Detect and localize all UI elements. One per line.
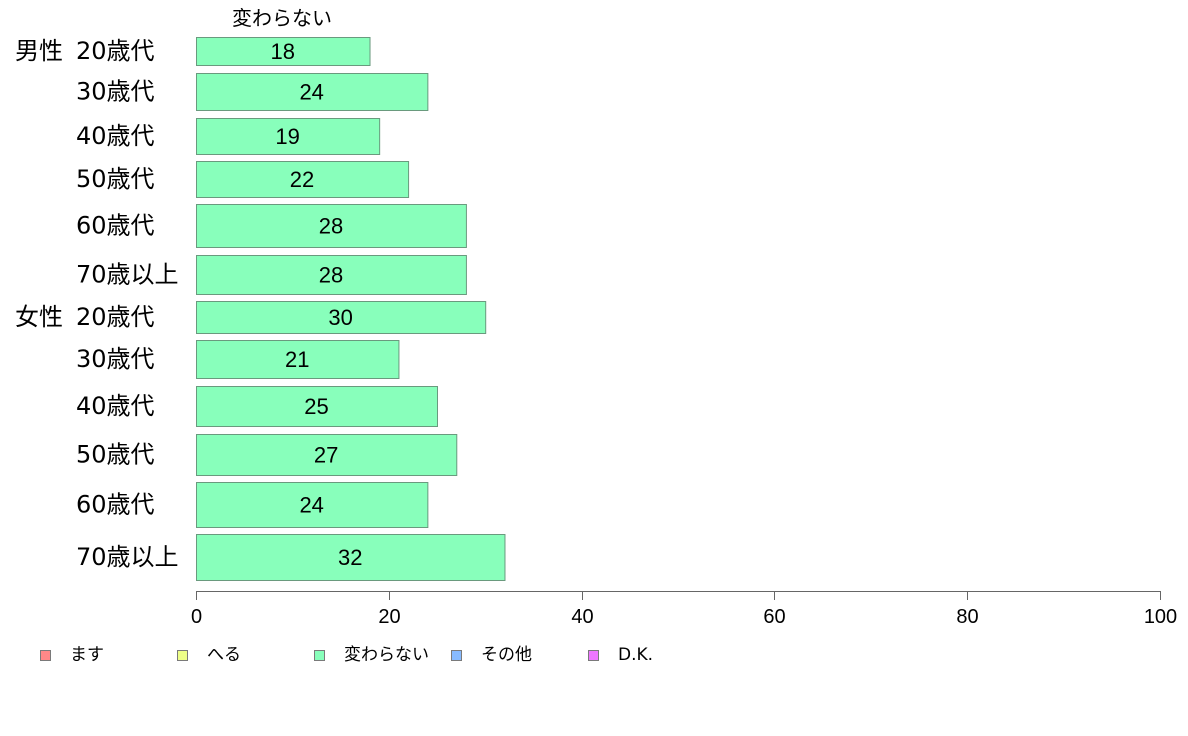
data-label: 22 [290, 167, 314, 192]
legend-label: ます [70, 645, 104, 665]
category-label: 60歳代 [76, 212, 155, 240]
legend-item-sonota: その他 [451, 645, 532, 665]
data-label: 32 [338, 545, 362, 570]
bar [196, 73, 429, 111]
legend-item-kawaranai: 変わらない [314, 645, 429, 665]
data-label: 30 [328, 305, 352, 330]
category-label: 20歳代 [76, 303, 155, 331]
category-label: 70歳以上 [76, 261, 179, 289]
bar [196, 204, 467, 248]
bar [196, 118, 381, 155]
x-tick-label: 0 [191, 606, 202, 628]
legend-swatch [40, 649, 51, 661]
legend-label: へる [207, 645, 241, 665]
data-label: 28 [319, 263, 343, 288]
data-label: 19 [275, 124, 299, 149]
x-tick-label: 40 [571, 606, 593, 628]
data-label: 28 [319, 214, 343, 239]
bar [196, 301, 487, 334]
category-label: 40歳代 [76, 392, 155, 420]
data-label: 21 [285, 347, 309, 372]
bar [196, 534, 506, 581]
group-label: 男性 [15, 37, 63, 65]
series-label: 変わらない [232, 6, 332, 30]
data-label: 18 [271, 39, 295, 64]
category-label: 40歳代 [76, 122, 155, 150]
bar [196, 161, 410, 198]
category-label: 60歳代 [76, 491, 155, 519]
legend-swatch [588, 649, 599, 661]
x-axis: 0 20 40 60 80 100 [191, 591, 1177, 628]
x-tick-label: 80 [956, 606, 978, 628]
bar [196, 37, 371, 66]
legend-item-dk: D.K. [588, 645, 653, 665]
category-label: 50歳代 [76, 441, 155, 469]
labels-layer: 変わらない1820歳代男性2430歳代1940歳代2250歳代2860歳代287… [15, 6, 362, 571]
category-label: 20歳代 [76, 37, 155, 65]
x-tick-label: 20 [378, 606, 400, 628]
legend-swatch [314, 649, 325, 661]
data-label: 24 [299, 80, 323, 105]
bars-layer [196, 37, 506, 581]
data-label: 25 [304, 394, 328, 419]
group-label: 女性 [15, 303, 63, 331]
x-tick-label: 60 [763, 606, 785, 628]
bar [196, 434, 458, 476]
category-label: 70歳以上 [76, 543, 179, 571]
bar [196, 340, 400, 379]
bar [196, 482, 429, 528]
data-label: 24 [299, 493, 323, 518]
legend-label: その他 [481, 645, 532, 665]
legend-item-masu: ます [40, 645, 104, 665]
data-label: 27 [314, 443, 338, 468]
legend-label: 変わらない [344, 645, 429, 665]
bar [196, 255, 467, 295]
x-tick-label: 100 [1144, 606, 1177, 628]
category-label: 30歳代 [76, 345, 155, 373]
legend-swatch [451, 649, 462, 661]
legend-swatch [177, 649, 188, 661]
legend-item-heru: へる [177, 645, 241, 665]
legend-label: D.K. [618, 645, 654, 665]
category-label: 30歳代 [76, 78, 155, 106]
category-label: 50歳代 [76, 165, 155, 193]
bar [196, 386, 438, 427]
